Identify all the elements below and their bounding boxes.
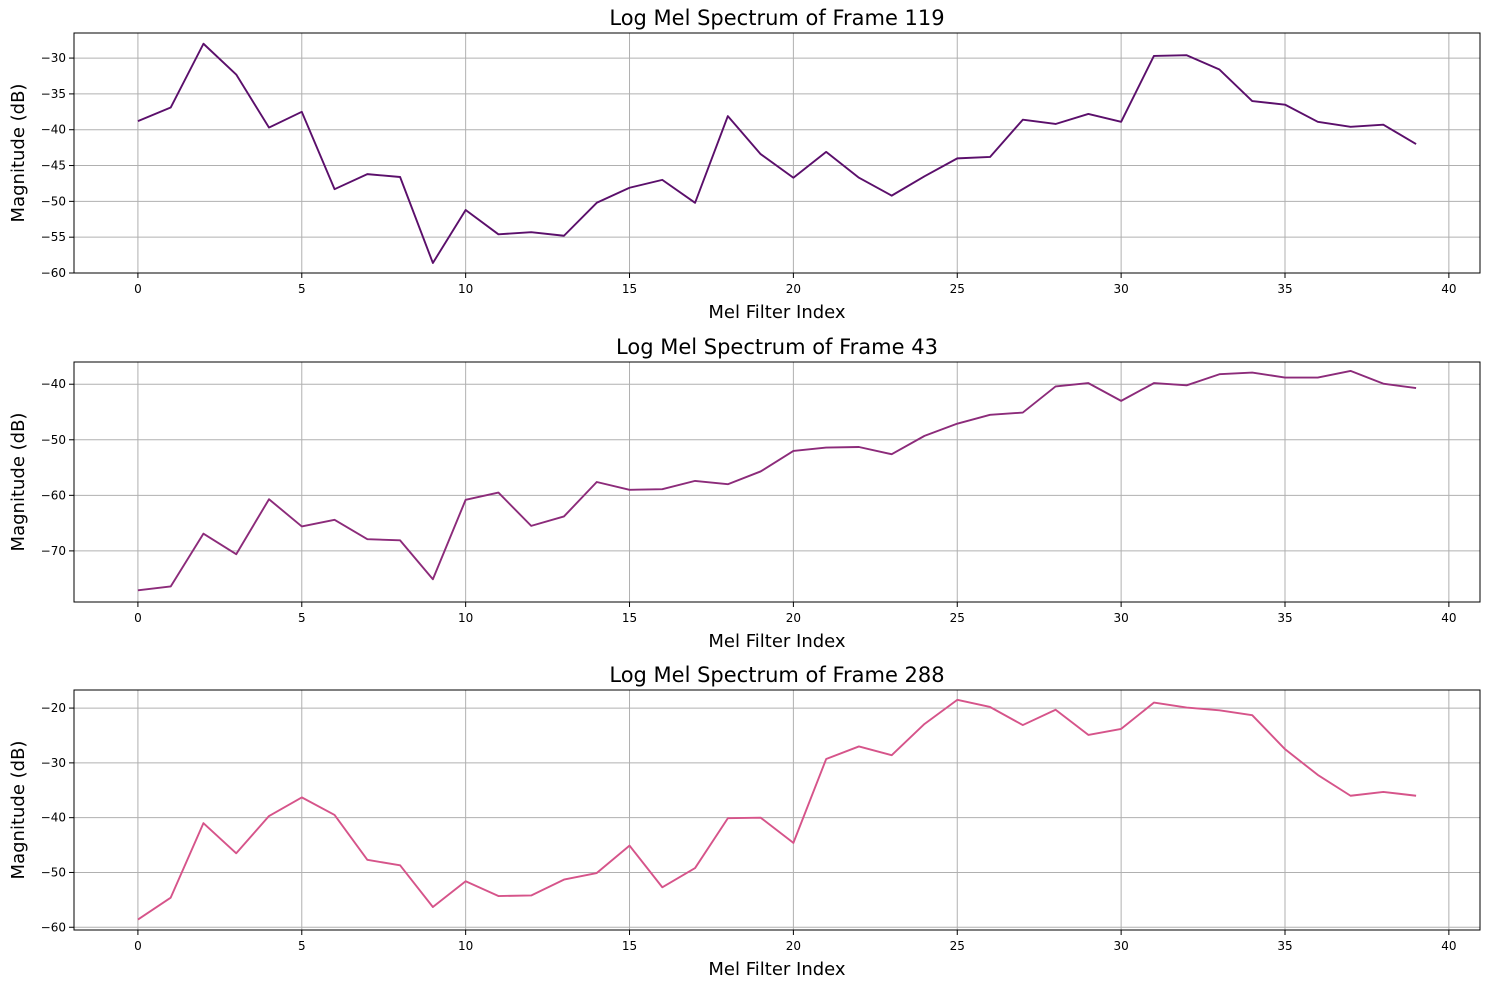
x-tick-label: 25 [950, 611, 965, 625]
subplot-title: Log Mel Spectrum of Frame 119 [609, 6, 944, 30]
subplot-title: Log Mel Spectrum of Frame 43 [616, 335, 938, 359]
axes-frame [73, 32, 1481, 274]
axes-frame [73, 361, 1481, 603]
x-axis-label: Mel Filter Index [708, 631, 846, 652]
x-tick-label: 20 [786, 939, 801, 953]
y-tick-label: −60 [41, 266, 66, 280]
x-tick-label: 35 [1277, 611, 1292, 625]
x-tick-label: 5 [298, 282, 306, 296]
series-line [137, 42, 1417, 264]
y-tick-label: −55 [41, 230, 66, 244]
y-tick-label: −60 [41, 488, 66, 502]
subplot-frame-119: Log Mel Spectrum of Frame 119 Mel Filter… [8, 6, 1481, 323]
x-tick-label: 0 [134, 939, 142, 953]
x-tick-label: 15 [622, 939, 637, 953]
subplot-frame-288: Log Mel Spectrum of Frame 288 Mel Filter… [8, 663, 1481, 980]
y-tick-label: −45 [41, 159, 66, 173]
x-tick-label: 40 [1441, 282, 1456, 296]
x-tick-label: 0 [134, 611, 142, 625]
x-tick-label: 10 [458, 611, 473, 625]
y-axis-label: Magnitude (dB) [8, 84, 29, 223]
series-line [137, 369, 1417, 592]
series-line [137, 698, 1417, 921]
x-tick-label: 35 [1277, 939, 1292, 953]
y-axis-label: Magnitude (dB) [8, 741, 29, 880]
x-tick-label: 25 [950, 282, 965, 296]
x-tick-label: 40 [1441, 611, 1456, 625]
y-tick-label: −30 [41, 51, 66, 65]
x-tick-label: 30 [1113, 939, 1128, 953]
y-tick-label: −50 [41, 865, 66, 879]
y-axis-label: Magnitude (dB) [8, 413, 29, 552]
x-tick-label: 25 [950, 939, 965, 953]
y-tick-label: −40 [41, 123, 66, 137]
axes-frame [73, 689, 1481, 931]
x-tick-label: 0 [134, 282, 142, 296]
y-tick-label: −60 [41, 920, 66, 934]
y-tick-label: −50 [41, 433, 66, 447]
x-tick-label: 15 [622, 282, 637, 296]
x-tick-label: 20 [786, 611, 801, 625]
x-tick-label: 5 [298, 939, 306, 953]
x-tick-label: 30 [1113, 282, 1128, 296]
x-tick-label: 10 [458, 939, 473, 953]
x-tick-label: 40 [1441, 939, 1456, 953]
x-axis-label: Mel Filter Index [708, 959, 846, 980]
x-tick-label: 15 [622, 611, 637, 625]
y-tick-label: −70 [41, 544, 66, 558]
y-tick-label: −40 [41, 377, 66, 391]
y-tick-label: −35 [41, 87, 66, 101]
y-tick-label: −30 [41, 756, 66, 770]
y-tick-label: −40 [41, 811, 66, 825]
y-tick-label: −20 [41, 701, 66, 715]
x-tick-label: 10 [458, 282, 473, 296]
x-axis-label: Mel Filter Index [708, 302, 846, 323]
subplot-title: Log Mel Spectrum of Frame 288 [609, 663, 944, 687]
x-tick-label: 5 [298, 611, 306, 625]
x-tick-label: 35 [1277, 282, 1292, 296]
x-tick-label: 20 [786, 282, 801, 296]
x-tick-label: 30 [1113, 611, 1128, 625]
subplot-frame-43: Log Mel Spectrum of Frame 43 Mel Filter … [8, 335, 1481, 652]
y-tick-label: −50 [41, 194, 66, 208]
